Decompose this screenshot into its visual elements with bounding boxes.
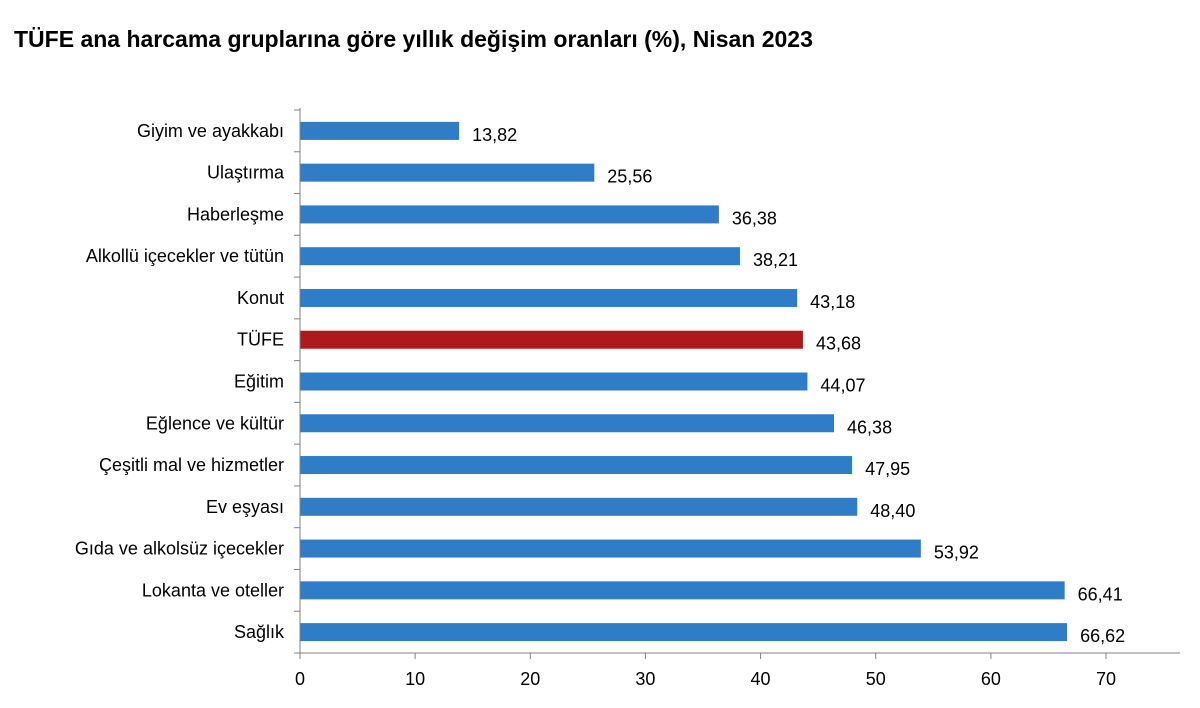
category-label: Lokanta ve oteller — [142, 580, 284, 600]
bar — [300, 288, 798, 307]
category-label: Haberleşme — [187, 204, 284, 224]
category-label: Sağlık — [234, 622, 285, 642]
bar — [300, 121, 460, 140]
data-label: 38,21 — [753, 250, 798, 270]
data-label: 47,95 — [865, 459, 910, 479]
category-label: Konut — [237, 288, 284, 308]
category-label: Giyim ve ayakkabı — [137, 121, 284, 141]
axes-layer — [294, 108, 1180, 659]
x-tick-label: 50 — [866, 669, 886, 689]
data-label: 36,38 — [732, 208, 777, 228]
x-tick-label: 10 — [405, 669, 425, 689]
category-label: TÜFE — [237, 330, 284, 350]
bar — [300, 205, 719, 224]
data-label: 25,56 — [607, 167, 652, 187]
bar — [300, 539, 921, 558]
bar — [300, 330, 803, 349]
category-label: Çeşitli mal ve hizmetler — [99, 455, 284, 475]
x-tick-label: 20 — [520, 669, 540, 689]
bar — [300, 163, 595, 182]
bar — [300, 623, 1068, 642]
data-label: 48,40 — [870, 501, 915, 521]
category-label: Ulaştırma — [207, 163, 285, 183]
bar — [300, 372, 808, 391]
bar — [300, 497, 858, 516]
bar — [300, 456, 853, 475]
data-label: 66,62 — [1080, 626, 1125, 646]
category-label: Alkollü içecekler ve tütün — [86, 246, 284, 266]
bars-layer — [300, 121, 1068, 642]
data-label: 46,38 — [847, 417, 892, 437]
category-label: Ev eşyası — [206, 497, 284, 517]
category-label: Eğlence ve kültür — [146, 413, 284, 433]
data-label: 43,68 — [816, 334, 861, 354]
x-tick-label: 40 — [751, 669, 771, 689]
category-label: Eğitim — [234, 372, 284, 392]
data-label: 43,18 — [810, 292, 855, 312]
bar — [300, 414, 835, 433]
category-label: Gıda ve alkolsüz içecekler — [75, 539, 284, 559]
bar — [300, 581, 1065, 600]
data-label: 44,07 — [820, 376, 865, 396]
data-label: 53,92 — [934, 543, 979, 563]
data-label: 66,41 — [1078, 584, 1123, 604]
x-tick-label: 0 — [295, 669, 305, 689]
chart-title: TÜFE ana harcama gruplarına göre yıllık … — [14, 26, 813, 52]
data-label: 13,82 — [472, 125, 517, 145]
bar — [300, 247, 740, 266]
x-tick-label: 70 — [1096, 669, 1116, 689]
labels-layer: Giyim ve ayakkabı 13,82 Ulaştırma 25,56 Habe… — [75, 121, 1125, 689]
x-tick-label: 60 — [981, 669, 1001, 689]
x-tick-label: 30 — [635, 669, 655, 689]
